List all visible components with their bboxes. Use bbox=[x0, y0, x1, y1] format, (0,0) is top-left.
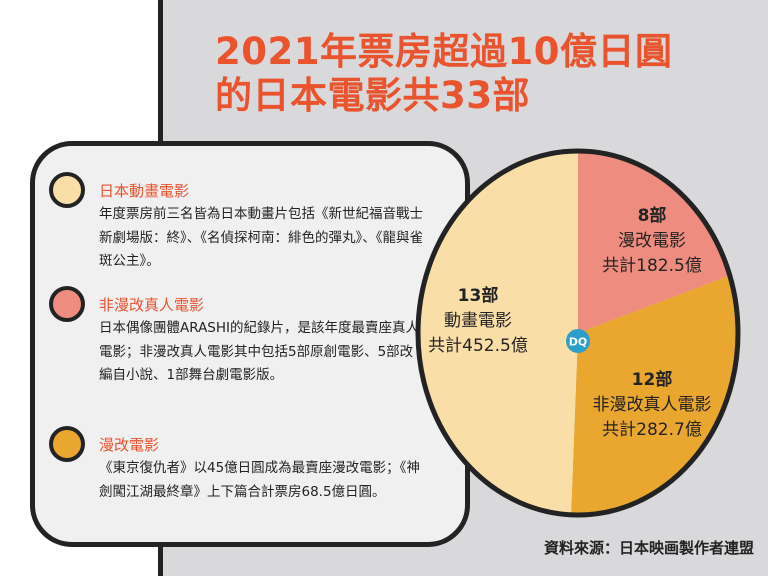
slice-label-2-name-label: 動畫電影 bbox=[444, 311, 512, 331]
source-note: 資料來源：日本映画製作者連盟 bbox=[543, 539, 754, 557]
slice-label-1-total-label: 共計282.7億 bbox=[602, 420, 702, 440]
legend-desc-live-action: 日本偶像團體ARASHI的紀錄片，是該年度最賣座真人電影；非漫改真人電影其中包括… bbox=[99, 320, 420, 383]
manga-color-dot bbox=[49, 426, 85, 462]
page-title: 2021年票房超過10億日圓 的日本電影共33部 bbox=[215, 30, 672, 118]
slice-label-2-count-label: 13部 bbox=[458, 285, 499, 306]
legend-card: 日本動畫電影 年度票房前三名皆為日本動畫片包括《新世紀福音戰士新劇場版：終》、《… bbox=[30, 141, 470, 547]
title-line-1: 2021年票房超過10億日圓 bbox=[215, 30, 673, 73]
pie-outline bbox=[415, 148, 741, 518]
legend-label-live-action: 非漫改真人電影 bbox=[99, 296, 205, 314]
legend-label-manga: 漫改電影 bbox=[99, 436, 160, 454]
slice-label-0-total-label: 共計182.5億 bbox=[602, 256, 702, 276]
pie-slice-2 bbox=[417, 151, 578, 515]
legend-desc-manga: 《東京復仇者》以45億日圓成為最賣座漫改電影；《神劍闖江湖最終章》上下篇合計票房… bbox=[99, 460, 420, 500]
pie-slice-0 bbox=[578, 151, 730, 333]
live-action-color-dot bbox=[49, 286, 85, 322]
title-line-2: 的日本電影共33部 bbox=[215, 74, 530, 117]
slice-label-1-count-label: 12部 bbox=[632, 369, 673, 390]
slice-label-0-name-label: 漫改電影 bbox=[618, 231, 686, 251]
slice-label-0-count-label: 8部 bbox=[638, 205, 667, 226]
slice-label-1-name-label: 非漫改真人電影 bbox=[593, 395, 712, 415]
dq-badge-circle bbox=[566, 329, 590, 353]
slice-label-2-total-label: 共計452.5億 bbox=[428, 336, 528, 356]
legend-label-anime: 日本動畫電影 bbox=[99, 182, 190, 200]
dq-badge-text: DQ bbox=[569, 336, 587, 349]
anime-color-dot bbox=[49, 172, 85, 208]
legend-desc-anime: 年度票房前三名皆為日本動畫片包括《新世紀福音戰士新劇場版：終》、《名偵探柯南：緋… bbox=[99, 206, 423, 269]
